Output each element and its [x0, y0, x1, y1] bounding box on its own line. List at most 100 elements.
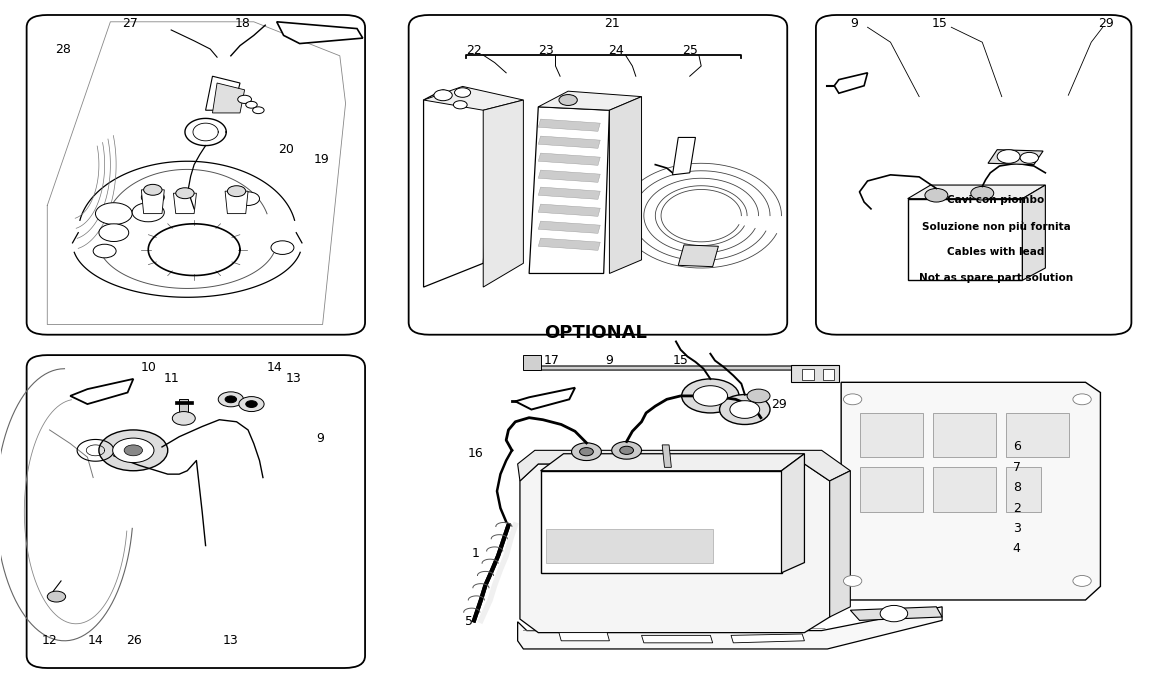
Circle shape — [454, 88, 470, 97]
Polygon shape — [179, 400, 189, 417]
Circle shape — [141, 191, 164, 204]
Text: 22: 22 — [466, 44, 482, 57]
Circle shape — [1073, 394, 1091, 405]
Polygon shape — [538, 221, 600, 234]
Text: 9: 9 — [606, 354, 613, 367]
Polygon shape — [538, 170, 600, 182]
FancyBboxPatch shape — [815, 15, 1132, 335]
Text: 21: 21 — [604, 16, 620, 29]
Circle shape — [95, 203, 132, 225]
Text: 25: 25 — [682, 44, 698, 57]
Polygon shape — [538, 119, 600, 131]
Polygon shape — [527, 366, 833, 370]
Circle shape — [113, 438, 154, 462]
Polygon shape — [662, 445, 672, 467]
Polygon shape — [483, 100, 523, 287]
Polygon shape — [642, 635, 713, 643]
Circle shape — [239, 397, 264, 412]
Polygon shape — [175, 401, 193, 404]
Polygon shape — [559, 632, 610, 641]
FancyBboxPatch shape — [408, 15, 788, 335]
Polygon shape — [933, 467, 996, 512]
Text: 12: 12 — [41, 635, 58, 647]
Text: 9: 9 — [316, 432, 324, 445]
Text: 15: 15 — [673, 354, 689, 367]
Polygon shape — [841, 382, 1101, 600]
Text: 13: 13 — [223, 635, 239, 647]
Polygon shape — [423, 90, 494, 287]
Circle shape — [144, 184, 162, 195]
Circle shape — [246, 101, 258, 108]
Polygon shape — [803, 369, 813, 380]
Circle shape — [843, 394, 861, 405]
Circle shape — [693, 386, 728, 406]
Circle shape — [971, 186, 994, 200]
Circle shape — [238, 95, 252, 103]
Circle shape — [748, 389, 770, 403]
Circle shape — [99, 430, 168, 471]
Polygon shape — [538, 153, 600, 165]
Polygon shape — [540, 454, 805, 471]
Circle shape — [880, 605, 907, 622]
Polygon shape — [678, 245, 719, 266]
Polygon shape — [782, 454, 805, 573]
Polygon shape — [610, 96, 642, 273]
Circle shape — [271, 241, 294, 255]
Polygon shape — [673, 137, 696, 175]
Text: 4: 4 — [1013, 542, 1020, 555]
Circle shape — [218, 392, 244, 407]
Polygon shape — [731, 634, 805, 643]
Circle shape — [730, 401, 760, 419]
Text: 26: 26 — [126, 635, 143, 647]
Text: 15: 15 — [932, 16, 948, 29]
Text: 11: 11 — [163, 372, 179, 385]
Circle shape — [228, 186, 246, 197]
Circle shape — [246, 401, 258, 408]
Polygon shape — [540, 471, 782, 573]
Circle shape — [682, 379, 739, 413]
Polygon shape — [423, 87, 523, 110]
Polygon shape — [70, 379, 133, 404]
Text: 10: 10 — [140, 361, 156, 374]
Polygon shape — [538, 136, 600, 148]
Polygon shape — [277, 22, 362, 44]
Polygon shape — [834, 73, 867, 93]
Circle shape — [132, 203, 164, 222]
Polygon shape — [933, 413, 996, 457]
FancyBboxPatch shape — [26, 355, 365, 668]
Circle shape — [253, 107, 264, 113]
Polygon shape — [529, 107, 610, 273]
Circle shape — [1073, 576, 1091, 587]
Text: 9: 9 — [850, 16, 858, 29]
Circle shape — [47, 591, 66, 602]
Circle shape — [453, 100, 467, 109]
Text: 16: 16 — [467, 447, 483, 460]
Text: 6: 6 — [1013, 441, 1020, 454]
Polygon shape — [859, 413, 922, 457]
Text: Not as spare part solution: Not as spare part solution — [919, 273, 1073, 283]
Circle shape — [93, 245, 116, 258]
Polygon shape — [523, 355, 540, 370]
Polygon shape — [518, 607, 942, 649]
Text: 18: 18 — [235, 16, 251, 29]
Text: 2: 2 — [1013, 501, 1020, 515]
Polygon shape — [518, 450, 850, 481]
Text: Soluzione non più fornita: Soluzione non più fornita — [921, 221, 1071, 232]
Circle shape — [925, 189, 948, 202]
Polygon shape — [1006, 413, 1070, 457]
Circle shape — [99, 224, 129, 242]
Text: Cables with lead: Cables with lead — [948, 247, 1044, 257]
Text: 14: 14 — [87, 635, 103, 647]
Text: 8: 8 — [1013, 482, 1021, 494]
Polygon shape — [1022, 185, 1045, 280]
Circle shape — [434, 90, 452, 100]
Text: 1: 1 — [472, 547, 480, 560]
Polygon shape — [988, 150, 1043, 165]
Text: 23: 23 — [538, 44, 554, 57]
Polygon shape — [225, 191, 248, 214]
Polygon shape — [907, 185, 1045, 199]
Circle shape — [612, 441, 642, 459]
Text: 29: 29 — [1098, 16, 1114, 29]
Text: Cavi con piombo: Cavi con piombo — [948, 195, 1044, 206]
Polygon shape — [213, 83, 245, 113]
